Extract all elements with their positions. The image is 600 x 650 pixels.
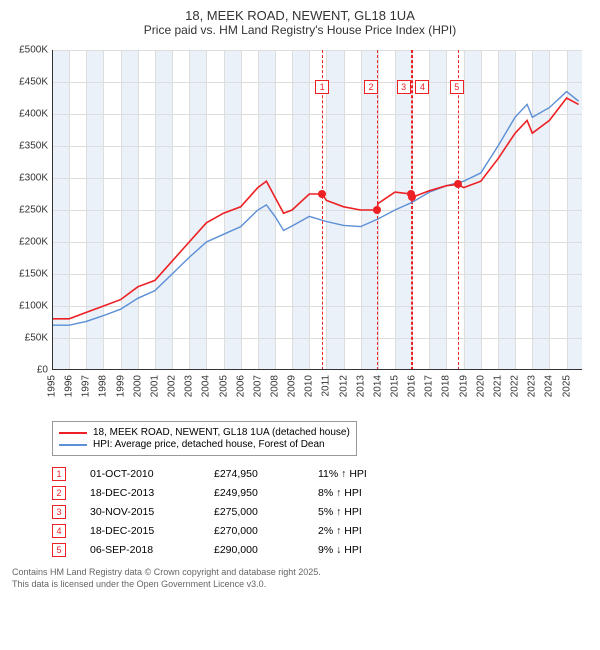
plot-border xyxy=(52,50,582,370)
legend-row-hpi: HPI: Average price, detached house, Fore… xyxy=(59,439,350,450)
sale-delta: 5% ↑ HPI xyxy=(318,506,418,518)
sale-date: 18-DEC-2013 xyxy=(90,487,190,499)
sale-delta: 8% ↑ HPI xyxy=(318,487,418,499)
chart-title: 18, MEEK ROAD, NEWENT, GL18 1UA Price pa… xyxy=(12,8,588,37)
x-axis: 1995199619971998199920002001200220032004… xyxy=(52,373,582,415)
sales-table: 1 01-OCT-2010 £274,950 11% ↑ HPI 2 18-DEC-201… xyxy=(52,467,588,557)
legend-row-property: 18, MEEK ROAD, NEWENT, GL18 1UA (detache… xyxy=(59,427,350,438)
sale-delta: 2% ↑ HPI xyxy=(318,525,418,537)
sale-price: £274,950 xyxy=(214,468,294,480)
sales-row: 3 30-NOV-2015 £275,000 5% ↑ HPI xyxy=(52,505,588,519)
sale-date: 30-NOV-2015 xyxy=(90,506,190,518)
title-line-1: 18, MEEK ROAD, NEWENT, GL18 1UA xyxy=(12,8,588,23)
sale-price: £290,000 xyxy=(214,544,294,556)
sale-marker-icon: 3 xyxy=(52,505,66,519)
sale-marker-icon: 2 xyxy=(52,486,66,500)
sales-row: 1 01-OCT-2010 £274,950 11% ↑ HPI xyxy=(52,467,588,481)
sale-date: 01-OCT-2010 xyxy=(90,468,190,480)
sale-date: 06-SEP-2018 xyxy=(90,544,190,556)
sale-marker-icon: 5 xyxy=(52,543,66,557)
chart-area: £0£50K£100K£150K£200K£250K£300K£350K£400… xyxy=(12,45,588,415)
legend-swatch xyxy=(59,444,87,446)
sale-date: 18-DEC-2015 xyxy=(90,525,190,537)
sale-delta: 11% ↑ HPI xyxy=(318,468,418,480)
sale-price: £249,950 xyxy=(214,487,294,499)
sales-row: 2 18-DEC-2013 £249,950 8% ↑ HPI xyxy=(52,486,588,500)
footer-line-1: Contains HM Land Registry data © Crown c… xyxy=(12,567,588,579)
sale-delta: 9% ↓ HPI xyxy=(318,544,418,556)
sales-row: 5 06-SEP-2018 £290,000 9% ↓ HPI xyxy=(52,543,588,557)
legend-label: 18, MEEK ROAD, NEWENT, GL18 1UA (detache… xyxy=(93,427,350,438)
title-line-2: Price paid vs. HM Land Registry's House … xyxy=(12,23,588,37)
sale-price: £270,000 xyxy=(214,525,294,537)
legend-label: HPI: Average price, detached house, Fore… xyxy=(93,439,325,450)
footer-attribution: Contains HM Land Registry data © Crown c… xyxy=(12,567,588,590)
footer-line-2: This data is licensed under the Open Gov… xyxy=(12,579,588,591)
y-axis: £0£50K£100K£150K£200K£250K£300K£350K£400… xyxy=(12,45,52,370)
sale-marker-icon: 4 xyxy=(52,524,66,538)
legend: 18, MEEK ROAD, NEWENT, GL18 1UA (detache… xyxy=(52,421,357,456)
legend-swatch xyxy=(59,432,87,434)
sales-row: 4 18-DEC-2015 £270,000 2% ↑ HPI xyxy=(52,524,588,538)
sale-price: £275,000 xyxy=(214,506,294,518)
sale-marker-icon: 1 xyxy=(52,467,66,481)
